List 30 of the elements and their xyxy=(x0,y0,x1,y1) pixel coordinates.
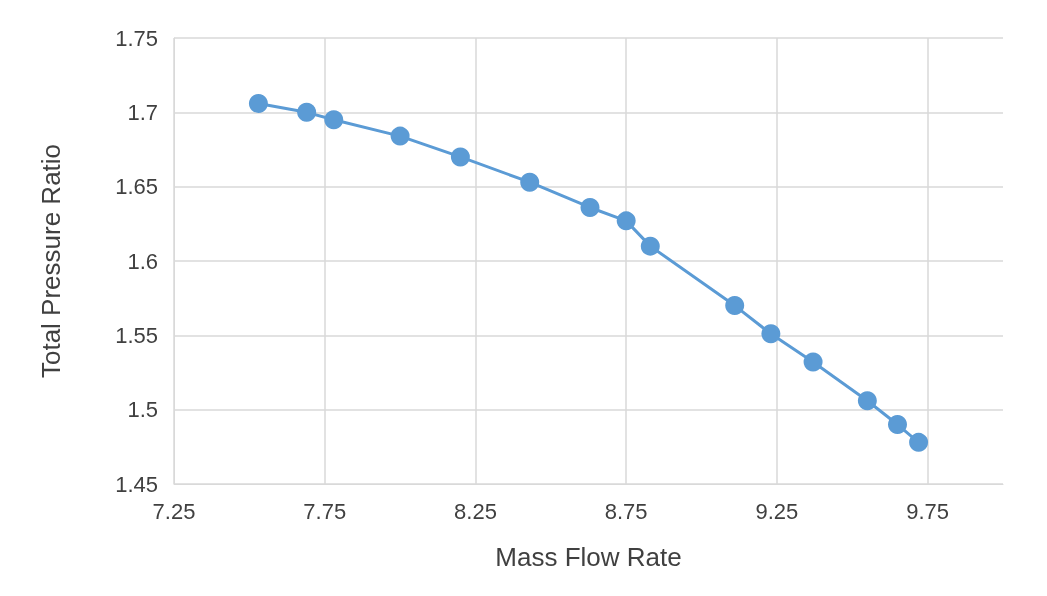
x-tick-label: 9.25 xyxy=(755,498,799,524)
point xyxy=(297,102,317,122)
y-tick-label: 1.45 xyxy=(115,471,158,497)
y-tick-label: 1.5 xyxy=(127,397,158,423)
point xyxy=(450,147,470,167)
x-tick-label: 9.75 xyxy=(906,498,950,524)
point xyxy=(640,236,660,256)
y-tick-label: 1.55 xyxy=(115,322,158,348)
point xyxy=(580,197,600,217)
y-axis-title: Total Pressure Ratio xyxy=(36,143,66,379)
y-tick-label: 1.6 xyxy=(127,248,158,274)
y-tick-label: 1.65 xyxy=(115,174,158,200)
x-tick-label: 7.25 xyxy=(152,498,196,524)
point xyxy=(888,415,907,435)
point xyxy=(390,126,410,146)
y-tick-label: 1.7 xyxy=(127,99,158,125)
point xyxy=(616,211,636,231)
x-axis-title: Mass Flow Rate xyxy=(495,542,682,572)
point xyxy=(803,352,823,372)
point xyxy=(248,93,268,113)
x-tick-label: 8.75 xyxy=(604,498,648,524)
y-tick-label: 1.75 xyxy=(115,25,158,51)
point xyxy=(324,110,344,130)
x-tick-label: 7.75 xyxy=(303,498,347,524)
point xyxy=(857,391,877,411)
point xyxy=(909,432,929,452)
point xyxy=(761,324,781,344)
x-tick-label: 8.25 xyxy=(454,498,497,524)
point xyxy=(725,296,745,316)
point xyxy=(520,172,540,192)
